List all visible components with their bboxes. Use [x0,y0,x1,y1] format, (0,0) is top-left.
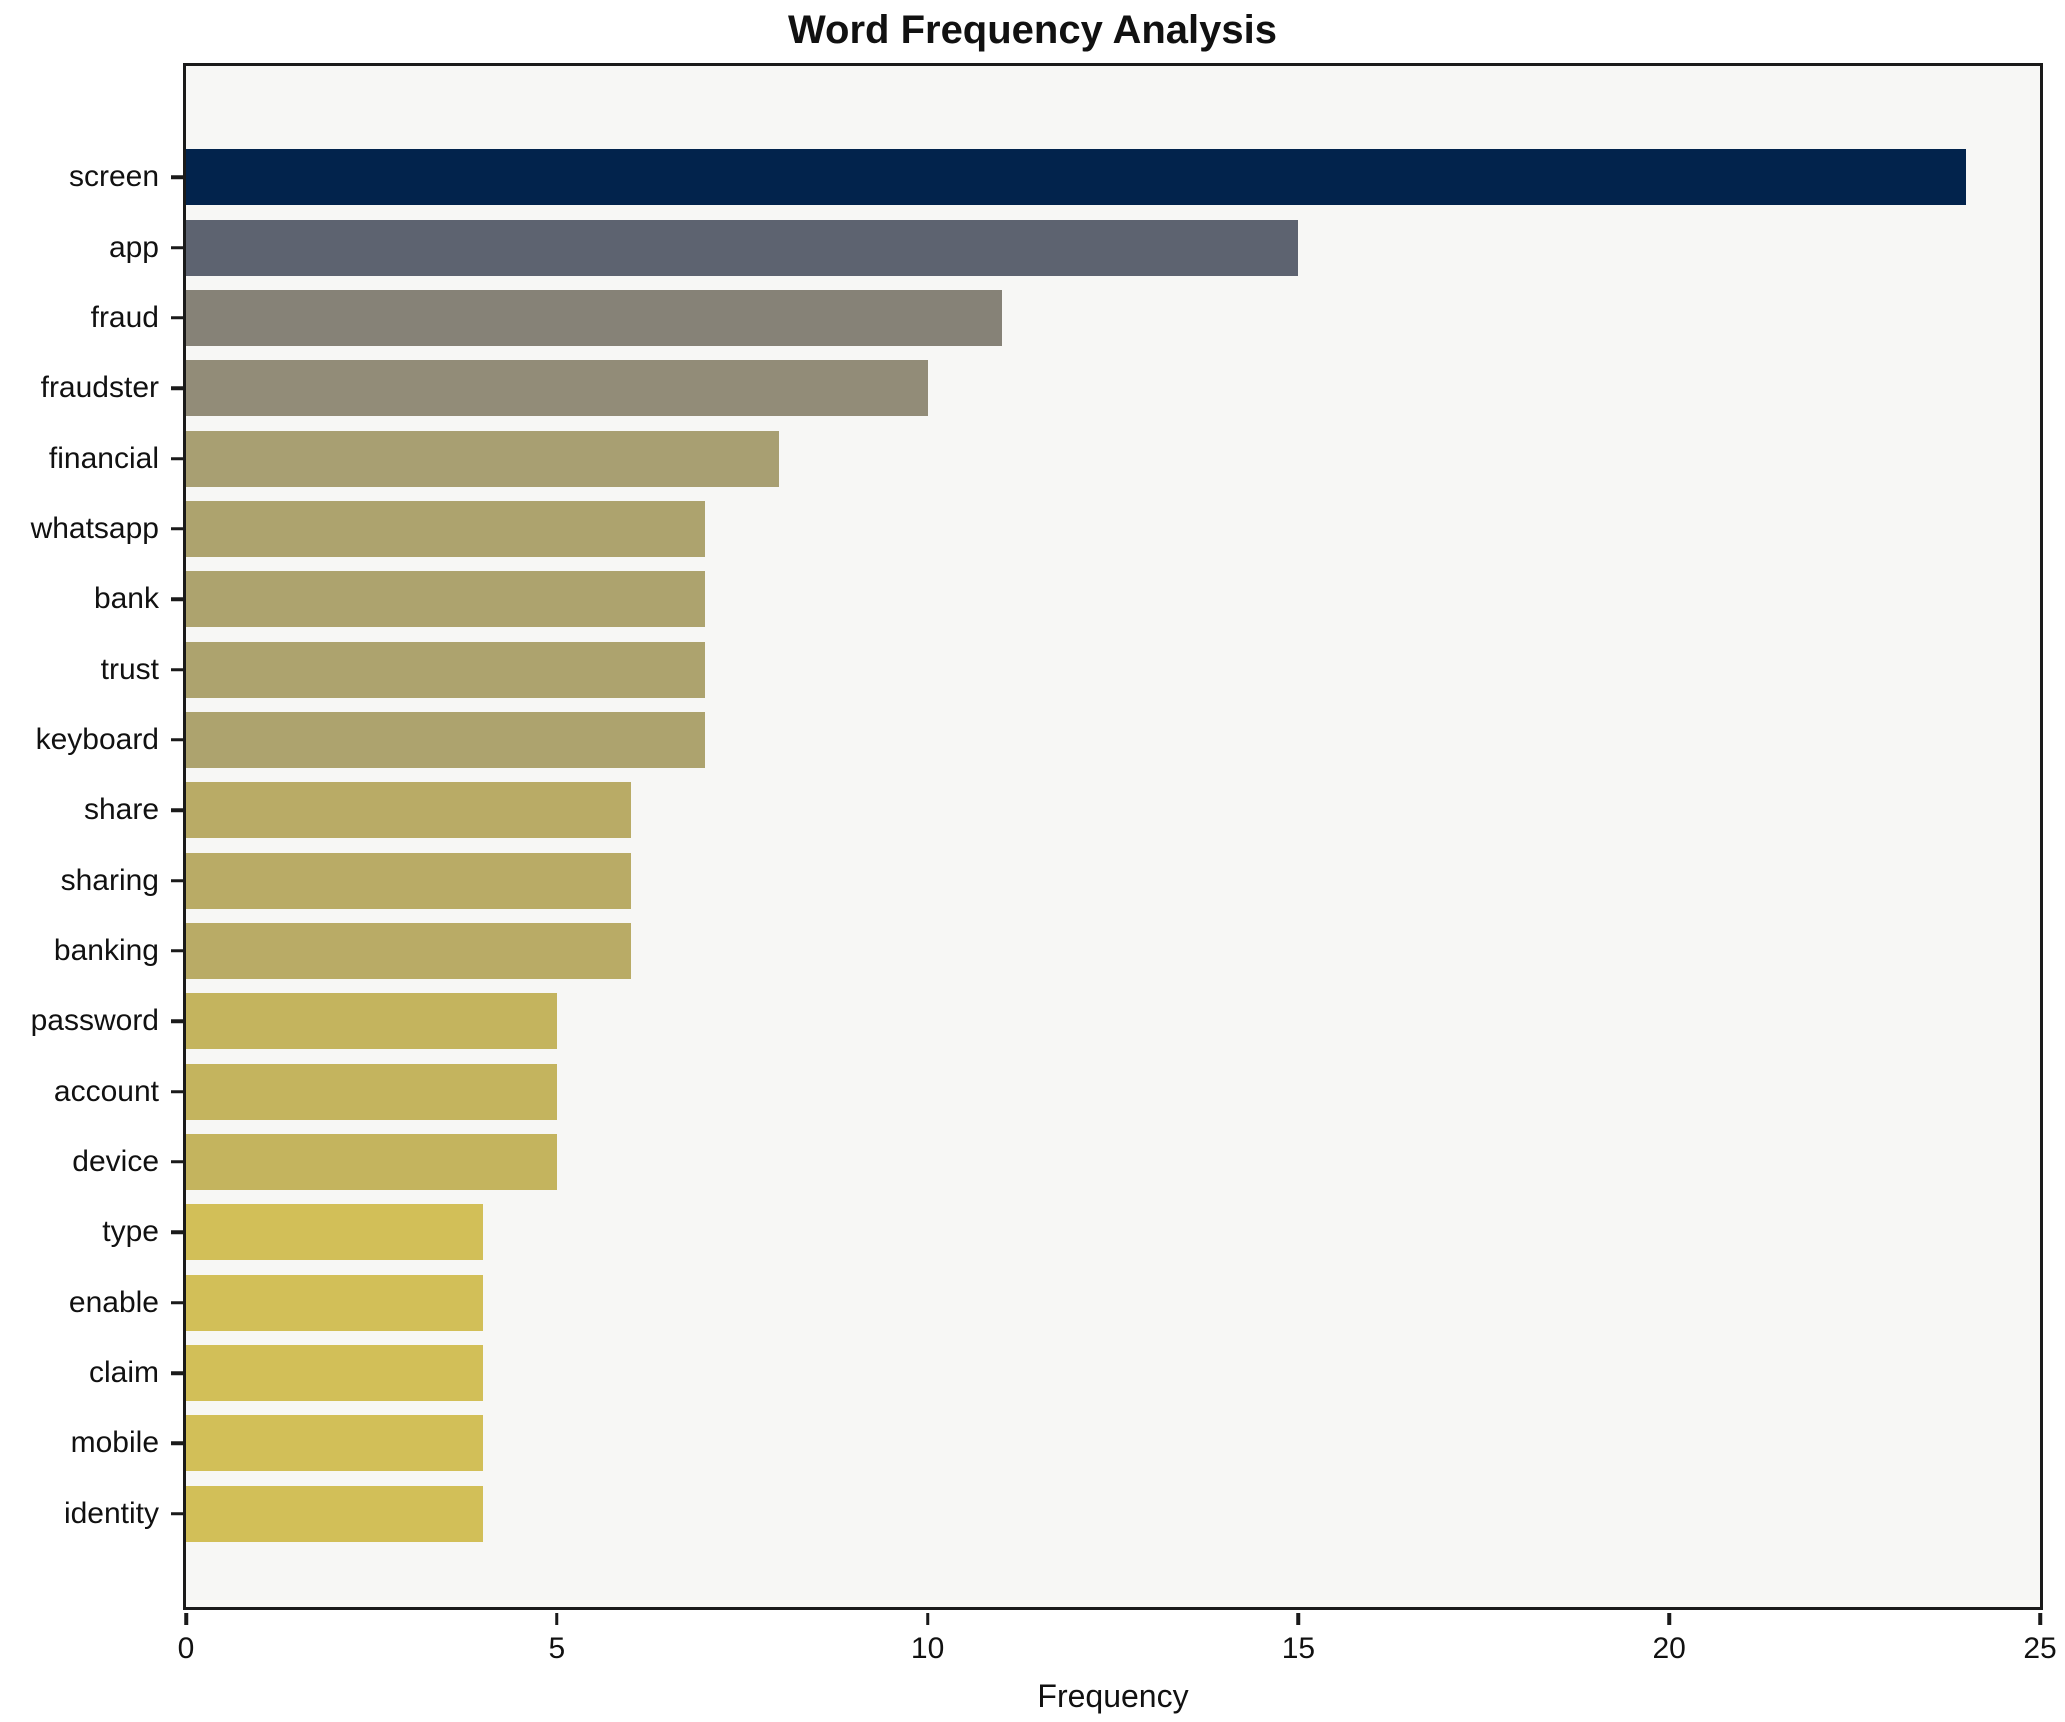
bar [186,289,1002,346]
bar [186,1345,483,1402]
bar-row: device [72,1127,2040,1197]
bar [186,711,706,768]
category-label: trust [100,652,159,686]
category-label: password [30,1004,159,1038]
bar [186,571,706,628]
category-label: banking [53,933,159,967]
y-tick [171,738,183,742]
category-label: fraudster [40,371,159,405]
bar-row: banking [54,916,2040,986]
category-label: type [102,1215,159,1249]
bar [186,1485,483,1542]
y-tick [171,878,183,883]
x-tick-label: 10 [910,1632,945,1665]
bar [186,1415,483,1472]
bar-row: fraudster [41,353,2040,423]
x-tick-mark [184,1613,188,1625]
y-tick [171,316,183,320]
y-tick [171,245,183,250]
bar [186,782,631,839]
bar [186,1274,483,1331]
category-label: mobile [70,1426,159,1460]
y-tick [171,1019,183,1024]
bar-row: share [84,775,2040,845]
x-tick-mark [1667,1613,1671,1625]
bar-row: trust [101,634,2040,704]
bar-row: account [54,1056,2040,1126]
bar [186,430,780,487]
category-label: device [72,1144,159,1178]
bar [186,219,1299,276]
y-tick [171,527,183,531]
y-tick [171,1230,183,1235]
y-tick [171,175,183,179]
x-tick-mark [1296,1613,1301,1625]
bar-row: screen [69,142,2040,212]
bar-row: keyboard [36,705,2040,775]
x-tick-label: 25 [2023,1632,2057,1665]
bar-row: mobile [71,1408,2040,1478]
y-tick [171,1511,183,1516]
category-label: sharing [60,863,159,897]
x-tick-label: 15 [1281,1632,1316,1665]
bar-row: type [102,1197,2040,1267]
category-label: fraud [90,300,159,334]
x-axis-label: Frequency [1037,1678,1189,1714]
category-label: bank [93,582,159,616]
bar-row: identity [64,1479,2040,1549]
bar [186,641,706,698]
bar [186,1133,557,1190]
y-tick [171,949,183,953]
chart-title: Word Frequency Analysis [787,8,1278,52]
bars-container: screen app fraud fraudster financial whatsapp… [31,142,2040,1549]
bar-row: whatsapp [31,494,2040,564]
category-label: screen [68,160,159,194]
bar-row: fraud [91,283,2040,353]
bar [186,149,1966,206]
bar [186,1204,483,1261]
bar [186,922,631,979]
bar-row: enable [69,1268,2040,1338]
y-tick [171,1441,183,1446]
category-label: financial [48,441,159,475]
bar [186,360,928,417]
bar [186,993,557,1050]
category-label: whatsapp [30,511,159,545]
y-tick [171,597,183,601]
x-tick-mark [925,1613,930,1625]
y-tick [171,1371,183,1375]
bar-row: financial [49,423,2040,493]
y-tick [171,456,183,461]
category-label: app [108,230,159,264]
y-tick [171,808,183,813]
y-tick [171,1160,183,1164]
x-tick-label: 0 [177,1632,195,1665]
y-tick [171,386,183,390]
bar-row: app [109,212,2040,282]
plot-area: screen app fraud fraudster financial whatsapp… [31,63,2057,1665]
bar [186,852,631,909]
y-tick [171,667,183,672]
category-label: identity [63,1496,159,1530]
category-label: share [83,793,159,827]
x-tick-label: 20 [1652,1632,1686,1665]
category-label: claim [88,1356,159,1390]
category-label: enable [68,1285,159,1319]
category-label: keyboard [35,722,159,756]
y-tick [171,1300,183,1305]
bar-row: claim [89,1338,2040,1408]
bar [186,1063,557,1120]
x-tick-mark [555,1613,559,1625]
bar-row: sharing [61,845,2040,915]
bar [186,500,706,557]
x-tick-label: 5 [548,1632,566,1665]
category-label: account [53,1074,159,1108]
y-tick [171,1089,183,1094]
x-tick-mark [2038,1613,2042,1625]
bar-row: password [31,986,2040,1056]
bar-row: bank [94,564,2040,634]
